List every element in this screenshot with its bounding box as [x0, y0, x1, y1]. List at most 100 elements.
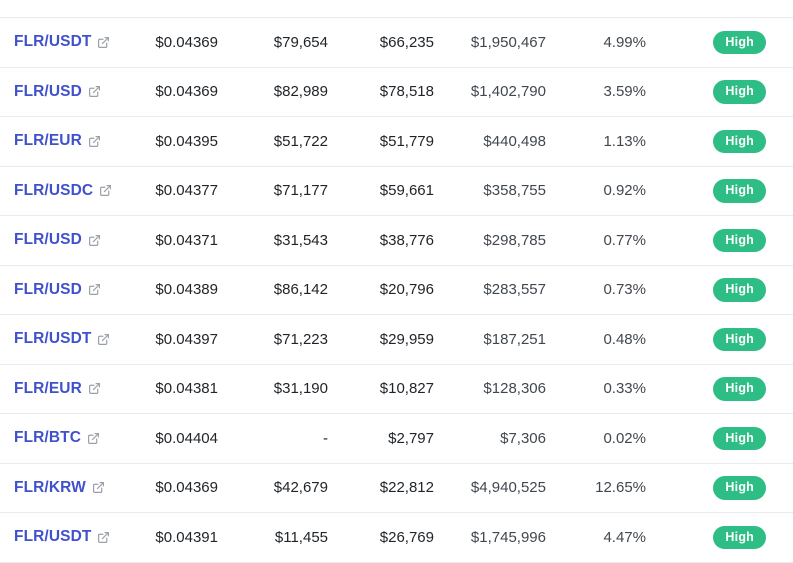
volume-cell: $1,745,996: [470, 528, 546, 546]
trust-score-cell: High: [646, 30, 793, 54]
volume-cell: $1,950,467: [470, 33, 546, 51]
volume-percent-cell: 1.13%: [603, 132, 646, 150]
volume-percent-cell: 4.47%: [603, 528, 646, 546]
volume-percent-cell: 3.59%: [603, 83, 646, 101]
depth-b-cell: $20,796: [379, 281, 434, 299]
markets-table: FLR/USDT $0.04369 $79,654 $66,235 $1,950…: [0, 17, 793, 563]
trust-score-badge: High: [713, 327, 766, 351]
pair-cell: FLR/USDT: [0, 330, 130, 348]
depth-a-cell: $71,177: [273, 182, 328, 200]
depth-b-cell: $78,518: [379, 83, 434, 101]
pair-cell: FLR/USD: [0, 83, 130, 101]
trust-score-cell: High: [646, 476, 793, 500]
external-link-icon[interactable]: [88, 135, 101, 148]
table-row: FLR/USD $0.04371 $31,543 $38,776 $298,78…: [0, 216, 793, 266]
depth-a-cell: $86,142: [273, 281, 328, 299]
table-row: FLR/USD $0.04389 $86,142 $20,796 $283,55…: [0, 265, 793, 315]
pair-link[interactable]: FLR/EUR: [14, 132, 82, 150]
price-cell: $0.04395: [155, 132, 218, 150]
table-row: FLR/BTC $0.04404 - $2,797 $7,306 0.02% H…: [0, 414, 793, 464]
pair-link[interactable]: FLR/USD: [14, 280, 82, 298]
price-cell: $0.04371: [155, 231, 218, 249]
volume-cell: $4,940,525: [470, 479, 546, 497]
depth-a-cell: $42,679: [273, 479, 328, 497]
price-cell: $0.04391: [155, 528, 218, 546]
external-link-icon[interactable]: [88, 85, 101, 98]
trust-score-cell: High: [646, 278, 793, 302]
trust-score-cell: High: [646, 426, 793, 450]
table-row: FLR/USD $0.04369 $82,989 $78,518 $1,402,…: [0, 67, 793, 117]
external-link-icon[interactable]: [97, 333, 110, 346]
pair-link[interactable]: FLR/EUR: [14, 379, 82, 397]
volume-percent-cell: 4.99%: [603, 33, 646, 51]
pair-link[interactable]: FLR/USDT: [14, 330, 92, 348]
volume-cell: $358,755: [483, 182, 546, 200]
trust-score-badge: High: [713, 426, 766, 450]
trust-score-cell: High: [646, 327, 793, 351]
depth-b-cell: $59,661: [379, 182, 434, 200]
table-row: FLR/USDT $0.04391 $11,455 $26,769 $1,745…: [0, 513, 793, 563]
pair-link[interactable]: FLR/BTC: [14, 429, 81, 447]
pair-link[interactable]: FLR/USD: [14, 231, 82, 249]
price-cell: $0.04377: [155, 182, 218, 200]
volume-percent-cell: 0.92%: [603, 182, 646, 200]
depth-b-cell: $38,776: [379, 231, 434, 249]
trust-score-cell: High: [646, 525, 793, 549]
depth-a-cell: $51,722: [273, 132, 328, 150]
external-link-icon[interactable]: [92, 481, 105, 494]
pair-cell: FLR/EUR: [0, 132, 130, 150]
table-row: FLR/USDT $0.04369 $79,654 $66,235 $1,950…: [0, 18, 793, 68]
external-link-icon[interactable]: [88, 283, 101, 296]
trust-score-cell: High: [646, 129, 793, 153]
trust-score-cell: High: [646, 228, 793, 252]
price-cell: $0.04389: [155, 281, 218, 299]
depth-b-cell: $51,779: [379, 132, 434, 150]
volume-percent-cell: 0.33%: [603, 380, 646, 398]
pair-cell: FLR/BTC: [0, 429, 130, 447]
pair-link[interactable]: FLR/KRW: [14, 478, 86, 496]
volume-cell: $1,402,790: [470, 83, 546, 101]
depth-a-cell: $11,455: [274, 528, 328, 546]
volume-cell: $7,306: [500, 429, 546, 447]
trust-score-badge: High: [713, 228, 766, 252]
depth-b-cell: $26,769: [379, 528, 434, 546]
depth-a-cell: $82,989: [273, 83, 328, 101]
external-link-icon[interactable]: [97, 531, 110, 544]
pair-link[interactable]: FLR/USD: [14, 82, 82, 100]
depth-a-cell: $31,543: [273, 231, 328, 249]
pair-link[interactable]: FLR/USDC: [14, 181, 94, 199]
external-link-icon[interactable]: [87, 432, 100, 445]
depth-b-cell: $2,797: [388, 429, 434, 447]
external-link-icon[interactable]: [88, 234, 101, 247]
price-cell: $0.04369: [155, 83, 218, 101]
depth-b-cell: $66,235: [379, 33, 434, 51]
depth-b-cell: $29,959: [379, 330, 434, 348]
volume-percent-cell: 0.73%: [603, 281, 646, 299]
table-row: FLR/USDT $0.04397 $71,223 $29,959 $187,2…: [0, 315, 793, 365]
trust-score-badge: High: [713, 278, 766, 302]
trust-score-cell: High: [646, 377, 793, 401]
trust-score-badge: High: [713, 377, 766, 401]
table-row: FLR/KRW $0.04369 $42,679 $22,812 $4,940,…: [0, 463, 793, 513]
trust-score-badge: High: [713, 30, 766, 54]
pair-cell: FLR/USD: [0, 231, 130, 249]
volume-percent-cell: 12.65%: [595, 479, 646, 497]
volume-cell: $187,251: [483, 330, 546, 348]
volume-percent-cell: 0.02%: [603, 429, 646, 447]
depth-b-cell: $22,812: [379, 479, 434, 497]
trust-score-badge: High: [713, 80, 766, 104]
pair-cell: FLR/KRW: [0, 479, 130, 497]
price-cell: $0.04404: [155, 429, 218, 447]
external-link-icon[interactable]: [97, 36, 110, 49]
price-cell: $0.04369: [155, 479, 218, 497]
external-link-icon[interactable]: [88, 382, 101, 395]
external-link-icon[interactable]: [99, 184, 112, 197]
depth-a-cell: $71,223: [273, 330, 328, 348]
trust-score-badge: High: [713, 129, 766, 153]
pair-cell: FLR/USDC: [0, 182, 130, 200]
price-cell: $0.04369: [155, 33, 218, 51]
pair-link[interactable]: FLR/USDT: [14, 528, 92, 546]
volume-cell: $128,306: [483, 380, 546, 398]
pair-link[interactable]: FLR/USDT: [14, 33, 92, 51]
pair-cell: FLR/USD: [0, 281, 130, 299]
